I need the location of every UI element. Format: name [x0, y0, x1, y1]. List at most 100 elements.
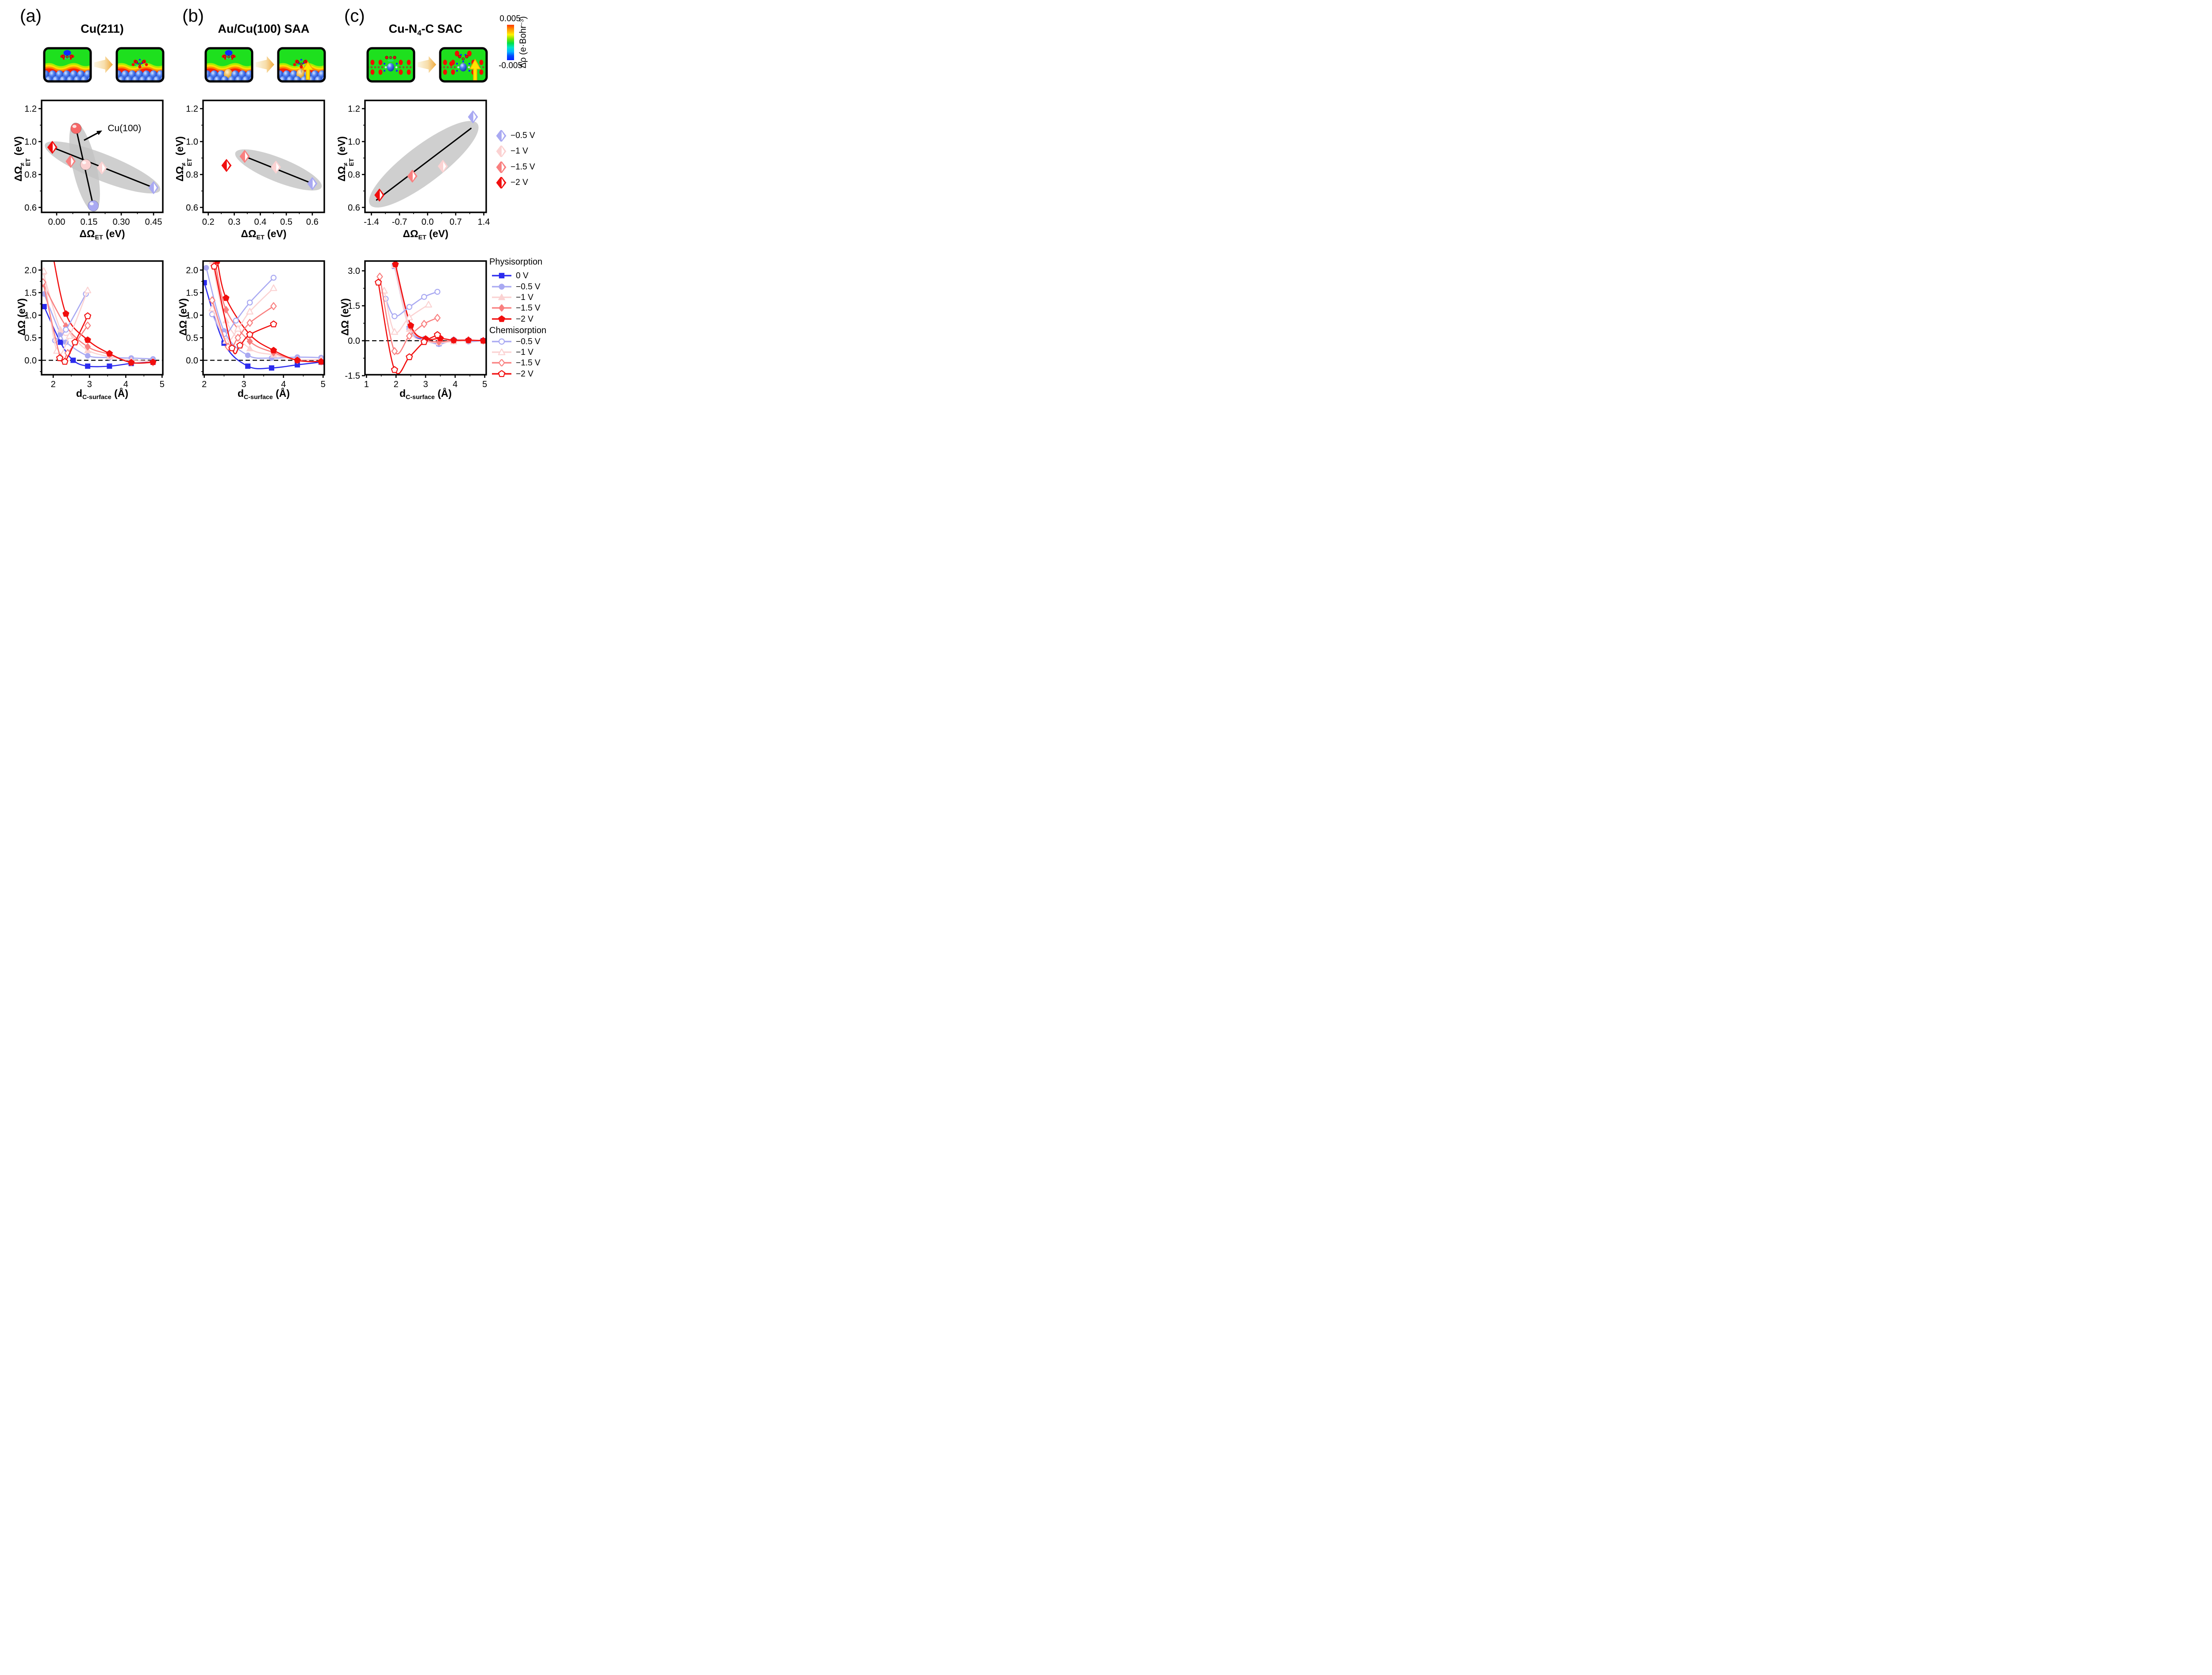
up-arrow-icon [469, 58, 481, 81]
axis-unit: (eV) [426, 228, 449, 239]
series-physisorption-−2V [392, 261, 486, 344]
axis-sub: ET [95, 234, 103, 241]
axis-sub: ET [256, 234, 265, 241]
axis-base: ΔΩ [335, 166, 347, 182]
triangle-marker [208, 304, 216, 311]
panel-a-title: Cu(211) [36, 22, 169, 38]
c-bottom-plot-area [365, 261, 486, 374]
square-marker [245, 363, 251, 369]
axis-unit: (Å) [434, 388, 452, 399]
chart-c-activation-vs-driving-force: -1.4 -0.7 0.0 0.7 1.4 0.6 0.8 1.0 1.2 [348, 100, 490, 227]
c-bottom-y-axis-label: ΔΩ (eV) [339, 298, 351, 336]
pentagon-marker [223, 294, 230, 301]
y-tick-label: 1.5 [186, 288, 198, 298]
y-tick-label: 0.5 [186, 333, 198, 343]
half-diamond-icon [496, 130, 507, 142]
circle-marker [421, 294, 427, 300]
half-diamond-marker [239, 150, 250, 163]
legend-item-label: −1.5 V [516, 358, 541, 368]
line-diamond-icon [492, 304, 511, 311]
half-diamond-marker [438, 160, 448, 173]
pentagon-marker [294, 357, 301, 363]
pentagon-marker [228, 344, 236, 351]
x-tick-label: -0.7 [392, 217, 407, 227]
panel-b-title-text: Au/Cu(100) SAA [218, 22, 310, 35]
right-arrow-shape [94, 56, 113, 73]
triangle-marker [498, 294, 505, 300]
x-tick-label: 0.4 [254, 217, 266, 227]
triangle-marker [84, 286, 92, 293]
pentagon-marker [211, 262, 218, 270]
b-middle-x-axis-label: ΔΩET (eV) [203, 228, 324, 241]
circle-marker [498, 338, 505, 345]
chart-a-energy-vs-distance: 2 3 4 5 0.0 0.5 1.0 1.5 2.0 [24, 260, 165, 389]
pentagon-marker [465, 337, 472, 343]
legend-item-label: −2 V [516, 315, 534, 324]
y-tick-label: -1.5 [345, 371, 360, 381]
panel-c-title-text: Cu-N [388, 22, 418, 35]
pentagon-marker [106, 350, 113, 357]
y-tick-label: 1.0 [186, 311, 198, 320]
x-tick-label: 0.6 [306, 217, 319, 227]
y-tick-label: 1.0 [24, 311, 37, 320]
series-cu-n4-c-sac [374, 110, 478, 202]
axis-unit: (Å) [273, 388, 290, 399]
half-diamond-marker [374, 188, 384, 202]
b-bottom-x-axis-label: dC-surface (Å) [203, 388, 324, 401]
triangle-marker [406, 314, 413, 321]
panel-a-label: (a) [20, 6, 42, 26]
x-tick-label: 0.2 [202, 217, 215, 227]
square-marker [85, 363, 91, 369]
c-middle-y-axis-label: ΔΩ ≠ ET (eV) [335, 106, 355, 212]
right-arrow-shape [256, 56, 274, 73]
legend-potential-label: −0.5 V [511, 131, 535, 140]
legend-item-label: −1.5 V [516, 303, 541, 313]
circle-marker [434, 288, 441, 295]
diamond-marker [246, 319, 253, 327]
axis-base: ΔΩ [241, 228, 257, 239]
diamond-marker [499, 304, 505, 311]
half-diamond-marker [47, 141, 58, 154]
annotation-text: Cu(100) [108, 123, 141, 133]
half-diamond-icon [496, 177, 507, 188]
a-bottom-plot-area [42, 261, 163, 369]
line-open-triangle-icon [492, 349, 511, 355]
circle-marker [63, 327, 69, 333]
circle-marker [84, 353, 91, 359]
series-chemisorption-−2V [56, 312, 92, 365]
axis-unit: (eV) [264, 228, 287, 239]
legend-chemisorption-title: Chemisorption [489, 326, 546, 335]
axes-ticks: -1.4 -0.7 0.0 0.7 1.4 0.6 0.8 1.0 1.2 [348, 104, 490, 227]
y-tick-label: 0.8 [24, 170, 37, 180]
pentagon-marker [246, 330, 253, 338]
density-map-c-initial [366, 47, 415, 83]
x-tick-label: 1.4 [478, 217, 490, 227]
axis-supsub: ≠ ET [19, 158, 31, 166]
axis-sub: C-surface [406, 393, 435, 401]
circle-marker [245, 352, 251, 358]
diamond-marker [223, 306, 229, 314]
pentagon-marker [71, 338, 79, 346]
y-tick-label: 2.0 [186, 265, 198, 275]
x-tick-label: 3 [423, 380, 428, 389]
series-au-cu-100-saa [221, 150, 318, 190]
axis-base: d [399, 388, 406, 399]
legend-item-label: 0 V [516, 271, 529, 280]
series-chemisorption-−2V [375, 279, 441, 374]
x-tick-label: 0.3 [228, 217, 241, 227]
x-tick-label: 0.15 [81, 217, 98, 227]
pentagon-marker [391, 366, 398, 373]
colorbar-max-label: 0.005 [499, 14, 521, 23]
a-middle-x-axis-label: ΔΩET (eV) [42, 228, 163, 241]
y-tick-label: 0.5 [24, 333, 37, 343]
half-diamond-marker [221, 159, 232, 172]
a-bottom-x-axis-label: dC-surface (Å) [42, 388, 163, 401]
pentagon-marker [434, 331, 441, 338]
line-open-diamond-icon [492, 359, 511, 366]
pentagon-marker [450, 337, 457, 343]
axis-base: d [237, 388, 244, 399]
triangle-marker [246, 307, 253, 315]
x-tick-label: 4 [281, 380, 286, 389]
x-tick-label: 1 [364, 380, 369, 389]
pentagon-marker [150, 358, 157, 365]
